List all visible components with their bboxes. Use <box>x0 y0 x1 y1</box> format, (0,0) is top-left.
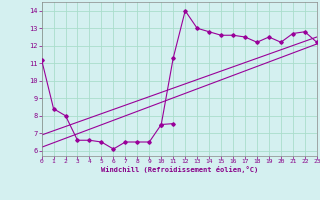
X-axis label: Windchill (Refroidissement éolien,°C): Windchill (Refroidissement éolien,°C) <box>100 166 258 173</box>
